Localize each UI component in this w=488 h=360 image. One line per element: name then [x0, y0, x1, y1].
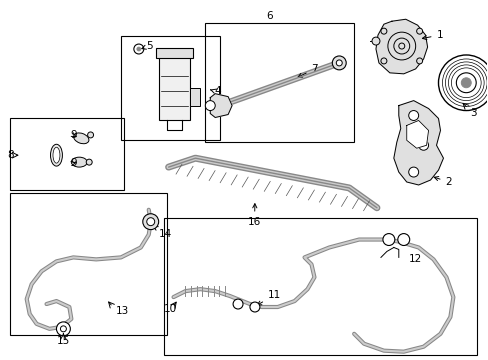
- Circle shape: [249, 302, 259, 312]
- Text: 3: 3: [469, 108, 476, 117]
- Circle shape: [416, 28, 422, 34]
- Circle shape: [450, 68, 480, 98]
- Text: 5: 5: [142, 41, 152, 51]
- Circle shape: [146, 218, 154, 226]
- Circle shape: [142, 214, 158, 230]
- Circle shape: [134, 44, 143, 54]
- Polygon shape: [393, 100, 443, 185]
- Circle shape: [371, 37, 379, 45]
- Text: 9: 9: [70, 130, 77, 140]
- Circle shape: [332, 56, 346, 70]
- Circle shape: [442, 59, 488, 107]
- Circle shape: [86, 159, 92, 165]
- Circle shape: [205, 100, 215, 111]
- Text: 13: 13: [116, 306, 129, 316]
- Circle shape: [380, 28, 386, 34]
- Circle shape: [393, 38, 409, 54]
- Circle shape: [445, 62, 486, 104]
- Bar: [155, 48, 193, 58]
- Text: 11: 11: [257, 290, 281, 305]
- Text: 15: 15: [57, 336, 70, 346]
- Circle shape: [336, 60, 342, 66]
- Polygon shape: [210, 94, 232, 117]
- Circle shape: [380, 58, 386, 64]
- Polygon shape: [406, 121, 427, 148]
- Circle shape: [408, 111, 418, 121]
- Circle shape: [56, 322, 70, 336]
- Circle shape: [416, 58, 422, 64]
- Text: 7: 7: [298, 64, 318, 77]
- Text: 1: 1: [422, 30, 442, 40]
- Text: 4: 4: [214, 86, 221, 96]
- Circle shape: [438, 55, 488, 111]
- Circle shape: [408, 167, 418, 177]
- Circle shape: [418, 140, 427, 150]
- Circle shape: [382, 234, 394, 246]
- Text: 6: 6: [266, 11, 273, 21]
- Ellipse shape: [53, 147, 60, 163]
- Ellipse shape: [50, 144, 62, 166]
- Bar: [190, 88, 200, 105]
- Text: 9: 9: [70, 158, 77, 168]
- Circle shape: [233, 299, 243, 309]
- Polygon shape: [375, 19, 427, 74]
- Bar: [121, 36, 220, 140]
- Circle shape: [460, 78, 470, 88]
- Circle shape: [387, 32, 415, 60]
- Ellipse shape: [71, 157, 87, 167]
- Bar: [163, 218, 476, 355]
- Text: 2: 2: [433, 176, 451, 187]
- Text: 8: 8: [7, 150, 14, 160]
- Text: 10: 10: [163, 304, 176, 314]
- Circle shape: [87, 132, 93, 138]
- Circle shape: [137, 47, 141, 51]
- Text: 12: 12: [408, 255, 421, 264]
- Ellipse shape: [74, 133, 89, 144]
- Text: 14: 14: [153, 226, 172, 239]
- Bar: [205, 23, 353, 142]
- Circle shape: [455, 73, 475, 93]
- Bar: [10, 118, 123, 190]
- Text: 16: 16: [247, 204, 261, 227]
- Bar: [10, 193, 166, 335]
- Circle shape: [61, 326, 66, 332]
- Circle shape: [398, 43, 404, 49]
- Circle shape: [447, 65, 483, 100]
- Bar: [158, 56, 190, 121]
- Circle shape: [397, 234, 409, 246]
